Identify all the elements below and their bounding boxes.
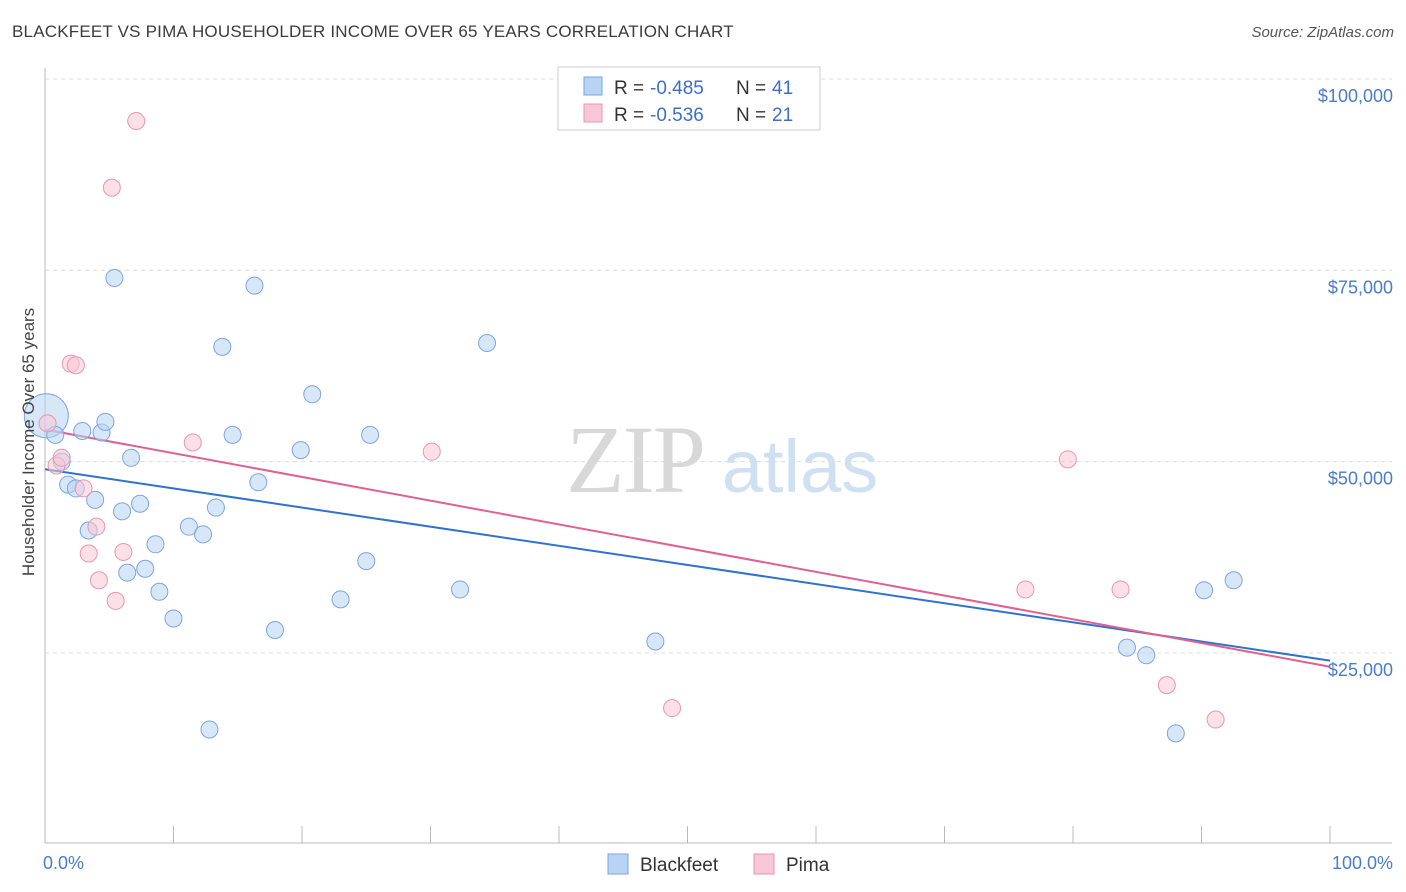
point-pima-19: [1157, 676, 1176, 695]
y-tick-label-0: $25,000: [1328, 660, 1393, 680]
bottom-legend: Blackfeet Pima: [607, 853, 830, 876]
point-blackfeet-16: [146, 535, 165, 554]
point-blackfeet-14: [131, 494, 150, 513]
point-blackfeet-35: [646, 632, 665, 651]
point-pima-13: [183, 433, 202, 452]
legend-r-value-blackfeet: -0.485: [650, 78, 704, 99]
point-blackfeet-13: [122, 448, 141, 467]
point-blackfeet-11: [113, 502, 132, 521]
x-tick-label-1: 100.0%: [1332, 853, 1393, 873]
point-pima-5: [74, 479, 93, 498]
point-blackfeet-17: [150, 582, 169, 601]
legend-r-label-blackfeet: R =: [614, 78, 644, 99]
bottom-legend-label-blackfeet: Blackfeet: [640, 855, 719, 876]
point-blackfeet-33: [451, 580, 470, 599]
legend-n-value-pima: 21: [772, 105, 793, 126]
point-blackfeet-38: [1166, 724, 1185, 743]
point-pima-20: [1206, 710, 1225, 729]
point-pima-6: [79, 544, 98, 563]
point-blackfeet-36: [1117, 638, 1136, 657]
y-tick-label-1: $50,000: [1328, 469, 1393, 489]
y-tick-label-3: $100,000: [1318, 86, 1393, 106]
point-blackfeet-37: [1137, 646, 1156, 665]
trend-line-pima: [44, 428, 1331, 668]
point-blackfeet-30: [331, 590, 350, 609]
y-tick-labels: $25,000 $50,000 $75,000 $100,000: [1318, 86, 1393, 680]
point-blackfeet-21: [200, 720, 219, 739]
x-tick-label-0: 0.0%: [43, 853, 84, 873]
point-blackfeet-9: [96, 412, 115, 431]
point-blackfeet-39: [1195, 581, 1214, 600]
point-blackfeet-7: [86, 490, 105, 509]
point-pima-10: [106, 591, 125, 610]
point-pima-11: [114, 542, 133, 561]
point-blackfeet-12: [118, 563, 137, 582]
point-blackfeet-22: [206, 498, 225, 517]
legend-n-label-pima: N =: [736, 105, 766, 126]
point-blackfeet-10: [105, 268, 124, 287]
point-blackfeet-23: [213, 337, 232, 356]
point-blackfeet-25: [245, 276, 264, 295]
point-pima-2: [52, 448, 71, 467]
point-pima-4: [66, 356, 85, 375]
point-blackfeet-15: [136, 559, 155, 578]
point-pima-0: [38, 414, 57, 433]
trend-lines: [44, 428, 1331, 668]
point-pima-8: [89, 571, 108, 590]
legend-swatch-blackfeet: [583, 76, 603, 96]
point-blackfeet-18: [164, 609, 183, 628]
point-pima-12: [127, 112, 146, 131]
point-blackfeet-31: [357, 552, 376, 571]
x-tick-labels: 0.0% 100.0%: [43, 853, 1393, 873]
legend-r-value-pima: -0.536: [650, 105, 704, 126]
grid-lines: [45, 78, 1392, 654]
point-pima-7: [87, 517, 106, 536]
axes: [44, 68, 1392, 844]
legend-swatch-pima: [583, 103, 603, 123]
legend-r-label-pima: R =: [614, 105, 644, 126]
y-axis-label: Householder Income Over 65 years: [19, 308, 38, 576]
legend-n-label-blackfeet: N =: [736, 78, 766, 99]
legend: R = -0.485 N = 41 R = -0.536 N = 21: [557, 66, 821, 131]
point-pima-9: [102, 178, 121, 197]
watermark-zip: ZIP: [566, 406, 704, 513]
point-blackfeet-29: [303, 385, 322, 404]
point-blackfeet-26: [249, 473, 268, 492]
source-label: Source: ZipAtlas.com: [1251, 24, 1394, 41]
point-pima-15: [663, 699, 682, 718]
point-blackfeet-40: [1224, 571, 1243, 590]
bottom-legend-swatch-pima: [753, 853, 775, 875]
point-blackfeet-28: [291, 441, 310, 460]
watermark: ZIP atlas: [566, 406, 878, 513]
point-blackfeet-5: [73, 422, 92, 441]
point-pima-17: [1058, 450, 1077, 469]
y-tick-label-2: $75,000: [1328, 277, 1393, 297]
chart-title: BLACKFEET VS PIMA HOUSEHOLDER INCOME OVE…: [12, 22, 734, 41]
point-blackfeet-24: [223, 425, 242, 444]
point-blackfeet-20: [194, 525, 213, 544]
point-pima-16: [1016, 580, 1035, 599]
point-blackfeet-19: [179, 517, 198, 536]
point-pima-14: [422, 442, 441, 461]
bottom-legend-label-pima: Pima: [786, 855, 830, 876]
point-blackfeet-32: [361, 425, 380, 444]
trend-line-blackfeet: [44, 468, 1331, 662]
point-blackfeet-34: [478, 334, 497, 353]
legend-n-value-blackfeet: 41: [772, 78, 793, 99]
data-points: [23, 112, 1243, 743]
point-pima-18: [1111, 580, 1130, 599]
point-blackfeet-27: [266, 621, 285, 640]
watermark-atlas: atlas: [722, 425, 878, 508]
bottom-legend-swatch-blackfeet: [607, 853, 629, 875]
